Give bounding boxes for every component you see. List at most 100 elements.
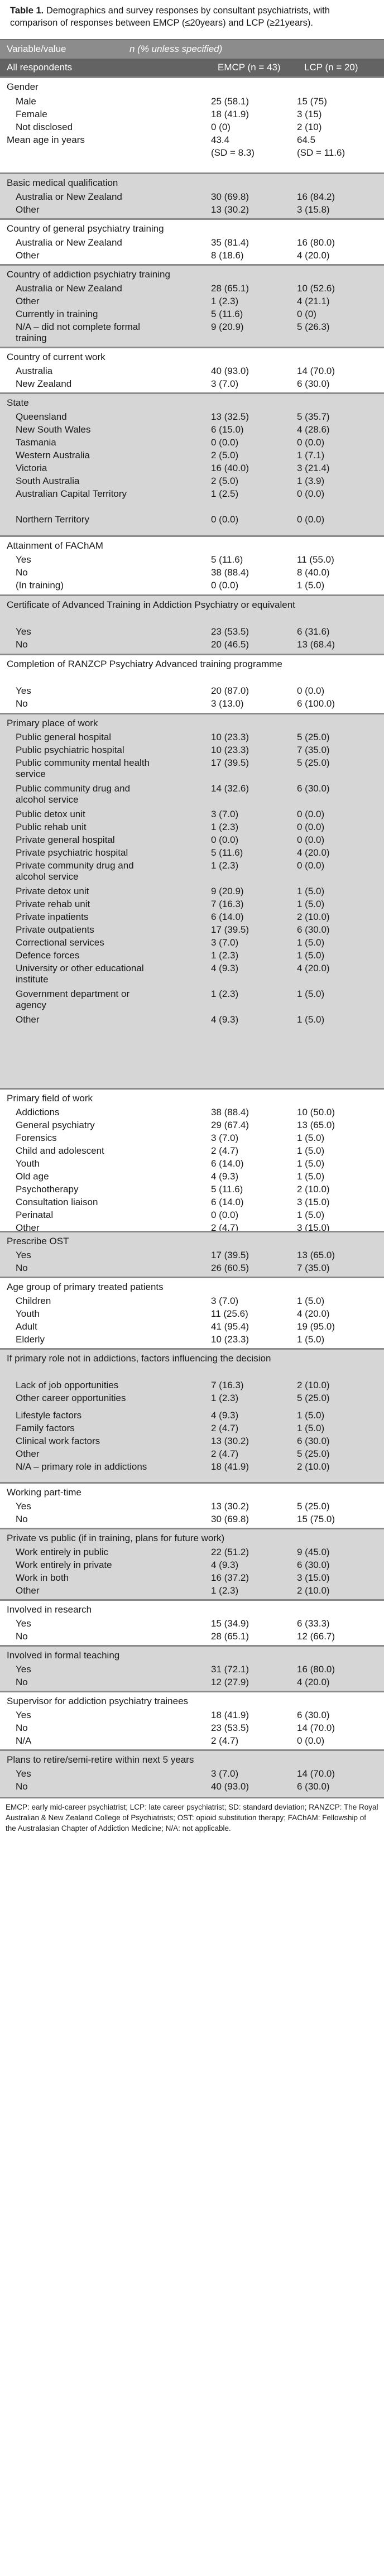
- lcp-value: 6 (30.0): [297, 924, 330, 935]
- table-section: Basic medical qualification Australia or …: [0, 172, 384, 218]
- lcp-value: 1 (5.0): [297, 899, 325, 909]
- emcp-value: 18 (41.9): [211, 109, 249, 119]
- row-label: Work entirely in public: [16, 1547, 108, 1557]
- row-label: Yes: [16, 1664, 31, 1675]
- table-section: Country of general psychiatry training Au…: [0, 218, 384, 264]
- row-label: Adult: [16, 1321, 37, 1332]
- emcp-value: 15 (34.9): [211, 1618, 249, 1629]
- lcp-value: 12 (66.7): [297, 1631, 335, 1642]
- caption-label: Table 1.: [10, 6, 44, 16]
- emcp-value: 41 (95.4): [211, 1321, 249, 1332]
- lcp-value: 0 (0.0): [297, 834, 325, 845]
- row-label: Work entirely in private: [16, 1560, 112, 1570]
- row-label: Yes: [16, 1710, 31, 1720]
- section-title: Involved in formal teaching: [7, 1650, 120, 1661]
- lcp-value: 5 (35.7): [297, 411, 330, 422]
- lcp-value: 6 (30.0): [297, 378, 330, 389]
- emcp-value: 11 (25.6): [211, 1308, 248, 1319]
- lcp-value: 14 (70.0): [297, 366, 335, 376]
- row-label: Lack of job opportunities: [16, 1380, 119, 1390]
- row-label: Correctional services: [16, 937, 104, 948]
- lcp-value: 13 (65.0): [297, 1250, 335, 1260]
- section-title: Attainment of FAChAM: [7, 540, 103, 551]
- table-section: Working part-time Yes 13 (30.2) 5 (25.0) No 3…: [0, 1482, 384, 1528]
- row-label: Western Australia: [16, 450, 90, 460]
- row-label: Other: [16, 1448, 40, 1459]
- emcp-value: 1 (2.5): [211, 488, 239, 499]
- emcp-value: 29 (67.4): [211, 1120, 249, 1130]
- lcp-value: 2 (10.0): [297, 1380, 330, 1390]
- lcp-value: 1 (5.0): [297, 1171, 325, 1182]
- section-title: Primary field of work: [7, 1093, 93, 1104]
- emcp-value: 6 (14.0): [211, 912, 244, 922]
- emcp-value: 6 (15.0): [211, 424, 244, 435]
- table-section: State Queensland 13 (32.5) 5 (35.7) New Sout…: [0, 392, 384, 535]
- emcp-value: 30 (69.8): [211, 1514, 249, 1524]
- lcp-value: 3 (15.8): [297, 204, 330, 215]
- lcp-value: 0 (0.0): [297, 1735, 325, 1746]
- emcp-value: 0 (0.0): [211, 834, 239, 845]
- emcp-value: 1 (2.3): [211, 860, 239, 871]
- emcp-value: 1 (2.3): [211, 1393, 239, 1403]
- emcp-value: 0 (0.0): [211, 1210, 239, 1220]
- group-header-row: All respondents EMCP (n = 43) LCP (n = 2…: [0, 59, 384, 76]
- emcp-value: 22 (51.2): [211, 1547, 249, 1557]
- row-label: Consultation liaison: [16, 1197, 98, 1207]
- row-label: Yes: [16, 1501, 31, 1512]
- lcp-value: 14 (70.0): [297, 1768, 335, 1779]
- section-title: Plans to retire/semi-retire within next …: [7, 1754, 194, 1765]
- emcp-value: 38 (88.4): [211, 567, 249, 578]
- row-label: Queensland: [16, 411, 67, 422]
- row-label: No: [16, 1677, 28, 1687]
- table-section: Attainment of FAChAM Yes 5 (11.6) 11 (55.0)…: [0, 535, 384, 594]
- emcp-value: 5 (11.6): [211, 309, 243, 319]
- emcp-value: 4 (9.3): [211, 1171, 239, 1182]
- table-section: If primary role not in addictions, facto…: [0, 1348, 384, 1482]
- section-title: State: [7, 397, 29, 408]
- row-label: No: [16, 1781, 28, 1792]
- row-label: Other: [16, 204, 40, 215]
- lcp-value: 8 (40.0): [297, 567, 330, 578]
- row-label: New Zealand: [16, 378, 72, 389]
- lcp-value: 0 (0.0): [297, 809, 325, 819]
- section-title: Private vs public (if in training, plans…: [7, 1533, 225, 1543]
- emcp-value: 3 (13.0): [211, 698, 244, 709]
- lcp-value: 19 (95.0): [297, 1321, 335, 1332]
- row-label: Australia or New Zealand: [16, 191, 122, 202]
- lcp-value: 2 (10.0): [297, 1585, 330, 1596]
- lcp-value: 14 (70.0): [297, 1723, 335, 1733]
- row-label: Private general hospital: [16, 834, 115, 845]
- emcp-value: 4 (9.3): [211, 1410, 239, 1421]
- lcp-value: 1 (7.1): [297, 450, 325, 460]
- row-label: Australia or New Zealand: [16, 283, 122, 294]
- row-label: Work in both: [16, 1572, 69, 1583]
- lcp-value: 6 (30.0): [297, 1781, 330, 1792]
- row-label: Lifestyle factors: [16, 1410, 82, 1421]
- table-caption: Table 1. Demographics and survey respons…: [0, 0, 384, 39]
- table-section: Completion of RANZCP Psychiatry Advanced…: [0, 654, 384, 713]
- emcp-value: 3 (7.0): [211, 809, 239, 819]
- emcp-value: 26 (60.5): [211, 1263, 249, 1273]
- all-respondents-header: All respondents: [7, 62, 73, 73]
- row-label: Gender: [7, 81, 39, 92]
- lcp-value: 6 (30.0): [297, 1710, 330, 1720]
- row-label: Government department or agency: [16, 989, 130, 1010]
- lcp-value: 0 (0.0): [297, 822, 325, 832]
- emcp-value: 2 (4.7): [211, 1423, 239, 1433]
- lcp-value: 13 (65.0): [297, 1120, 335, 1130]
- lcp-value: 4 (28.6): [297, 424, 330, 435]
- lcp-value: 1 (5.0): [297, 1210, 325, 1220]
- table-section: Plans to retire/semi-retire within next …: [0, 1749, 384, 1797]
- emcp-value: 31 (72.1): [211, 1664, 249, 1675]
- emcp-value: 13 (30.2): [211, 1436, 249, 1446]
- lcp-value: 64.5: [297, 135, 316, 145]
- lcp-value: 16 (84.2): [297, 191, 335, 202]
- lcp-value: 0 (0.0): [297, 685, 325, 696]
- section-title: Prescribe OST: [7, 1236, 69, 1246]
- row-label: Forensics: [16, 1133, 57, 1143]
- lcp-value: 4 (21.1): [297, 296, 330, 306]
- emcp-value: 1 (2.3): [211, 1585, 239, 1596]
- row-label: Australia or New Zealand: [16, 237, 122, 248]
- lcp-value: 1 (5.0): [297, 1014, 325, 1025]
- lcp-value: 0 (0.0): [297, 437, 325, 448]
